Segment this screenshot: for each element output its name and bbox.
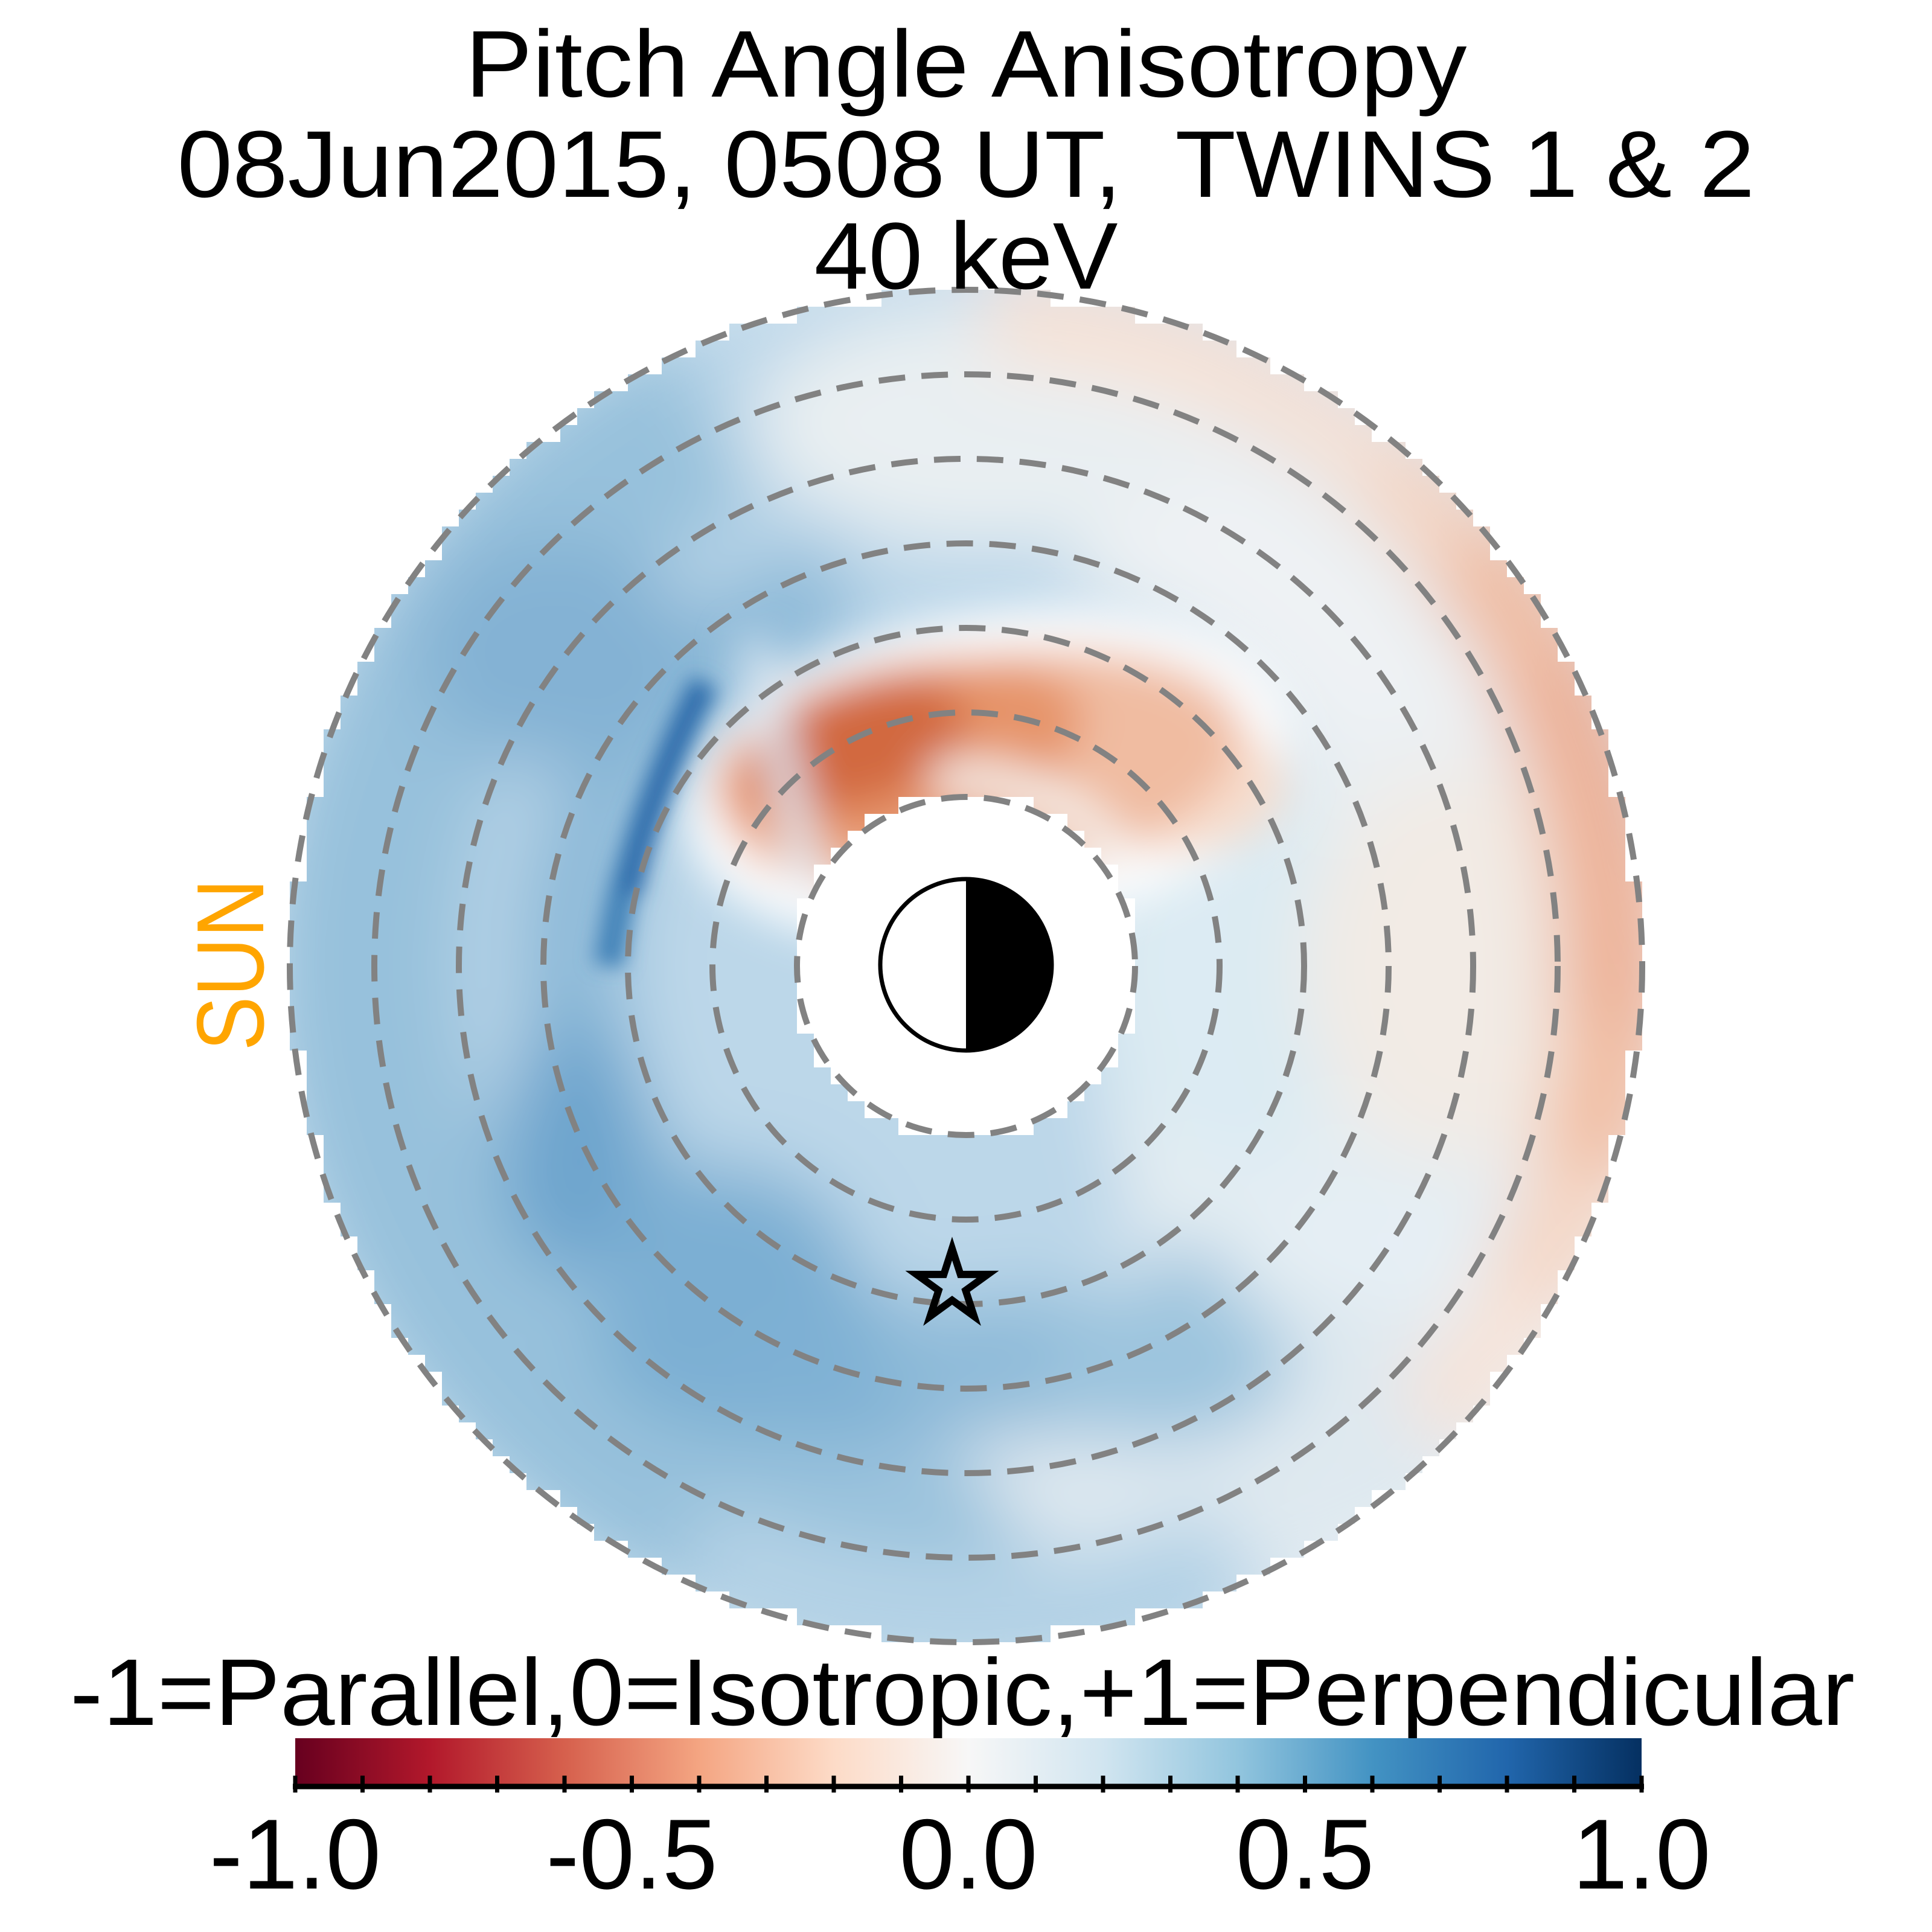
svg-text:0.0: 0.0: [899, 1799, 1037, 1910]
svg-text:Pitch Angle Anisotropy: Pitch Angle Anisotropy: [465, 11, 1468, 117]
svg-text:08Jun2015, 0508 UT, TWINS 1 &: 08Jun2015, 0508 UT, TWINS 1 & 2: [178, 112, 1755, 217]
svg-text:-1.0: -1.0: [210, 1799, 381, 1910]
svg-text:0.5: 0.5: [1236, 1799, 1374, 1910]
svg-text:-0.5: -0.5: [546, 1799, 717, 1910]
svg-text:SUN: SUN: [178, 879, 284, 1051]
svg-text:-1=Parallel,0=Isotropic,+1=Per: -1=Parallel,0=Isotropic,+1=Perpendicular: [70, 1640, 1855, 1745]
svg-text:40 keV: 40 keV: [814, 203, 1118, 309]
svg-text:1.0: 1.0: [1572, 1799, 1710, 1910]
